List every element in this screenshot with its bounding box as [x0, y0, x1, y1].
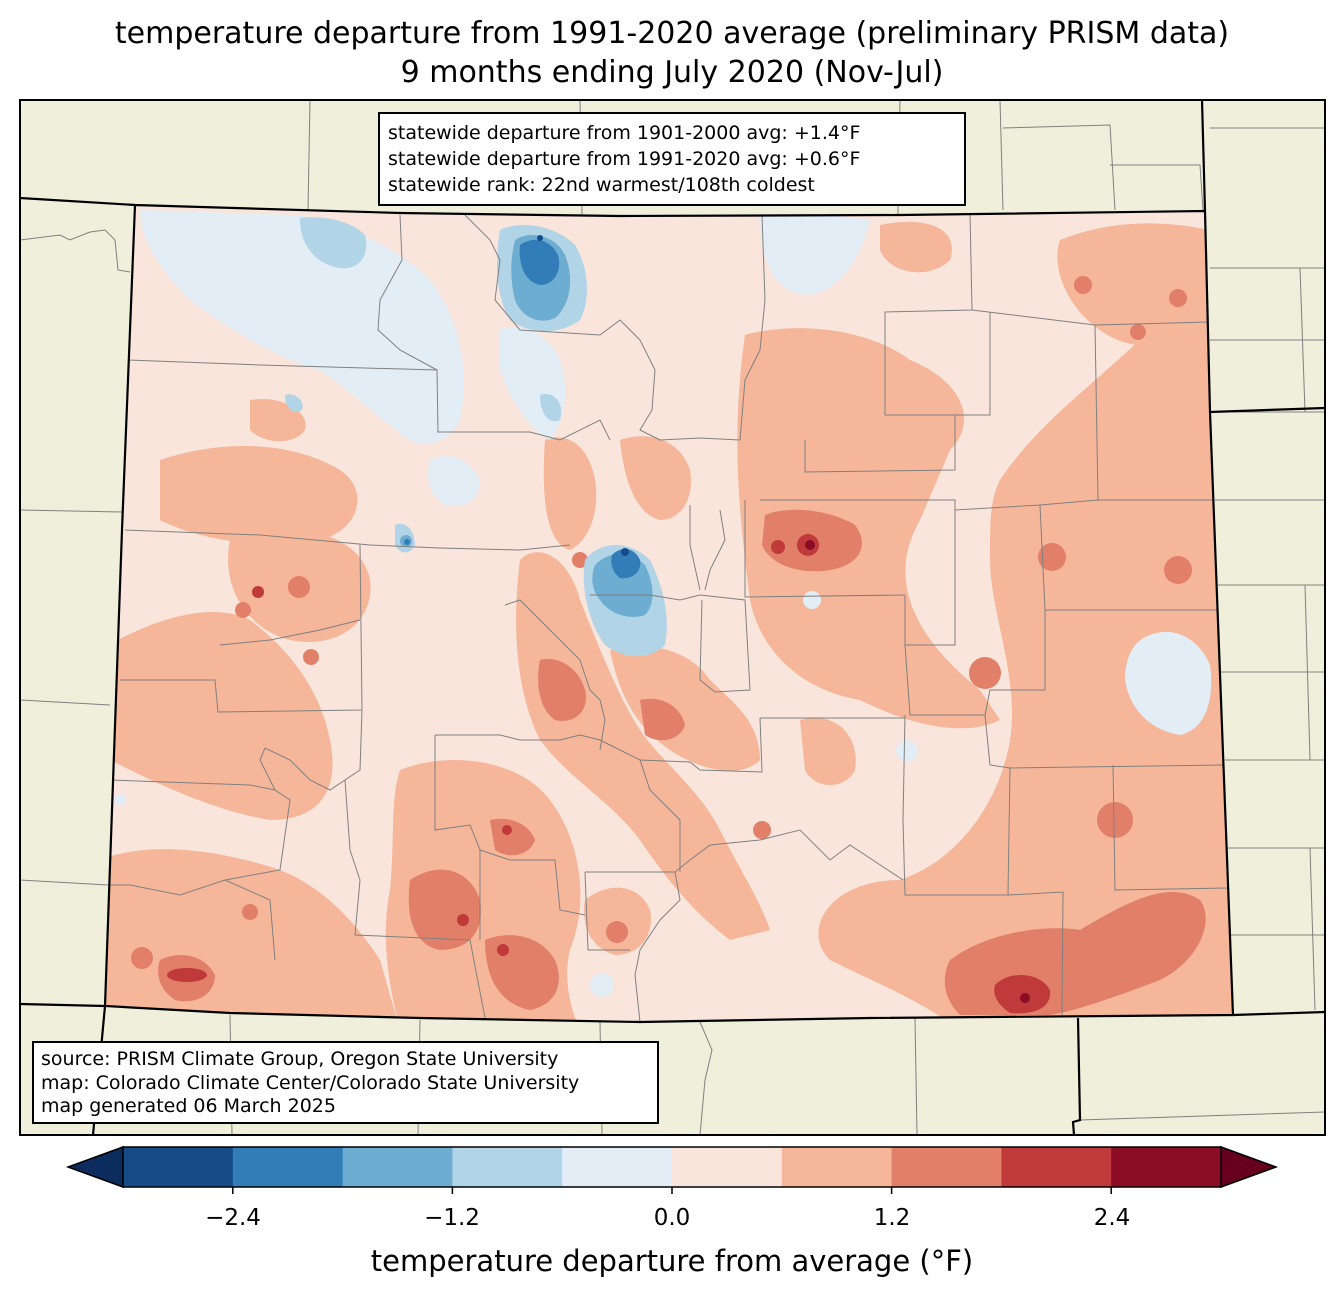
- colorbar-segment: [891, 1147, 1002, 1187]
- colorbar-segment: [562, 1147, 673, 1187]
- map-title: temperature departure from 1991-2020 ave…: [114, 16, 1230, 51]
- colorbar-segment: [1001, 1147, 1112, 1187]
- temperature-departure-field: [105, 205, 1233, 1022]
- stats-rank: statewide rank: 22nd warmest/108th colde…: [388, 174, 815, 196]
- colorbar-segment: [781, 1147, 893, 1187]
- colorbar-tick-label: −2.4: [205, 1205, 261, 1231]
- colorbar-segment: [672, 1147, 783, 1187]
- colorbar-segment: [123, 1147, 234, 1187]
- source-credit-box: source: PRISM Climate Group, Oregon Stat…: [32, 1041, 659, 1124]
- colorbar: [65, 1145, 1279, 1194]
- map-credit-line: map: Colorado Climate Center/Colorado St…: [41, 1071, 580, 1094]
- colorbar-segment: [452, 1147, 563, 1187]
- colorbar-segment: [342, 1147, 453, 1187]
- stats-departure-1991-2020: statewide departure from 1991-2020 avg: …: [388, 148, 861, 170]
- colorbar-under-arrow: [65, 1145, 124, 1189]
- stats-departure-1901-2000: statewide departure from 1901-2000 avg: …: [388, 122, 861, 144]
- map-subtitle: 9 months ending July 2020 (Nov-Jul): [400, 55, 944, 90]
- colorbar-segment: [232, 1147, 344, 1187]
- colorbar-segment: [1111, 1147, 1222, 1187]
- colorbar-tick-label: 0.0: [653, 1205, 691, 1231]
- generated-date-line: map generated 06 March 2025: [41, 1095, 336, 1117]
- source-line: source: PRISM Climate Group, Oregon Stat…: [41, 1048, 559, 1070]
- colorbar-tick-label: −1.2: [424, 1205, 480, 1231]
- colorbar-over-arrow: [1220, 1145, 1279, 1189]
- statewide-stats-box: statewide departure from 1901-2000 avg: …: [378, 112, 966, 206]
- colorbar-label: temperature departure from average (°F): [370, 1244, 974, 1278]
- colorbar-tick-label: 2.4: [1093, 1205, 1131, 1231]
- map-frame: [19, 99, 1326, 1136]
- colorbar-tick-label: 1.2: [873, 1205, 911, 1231]
